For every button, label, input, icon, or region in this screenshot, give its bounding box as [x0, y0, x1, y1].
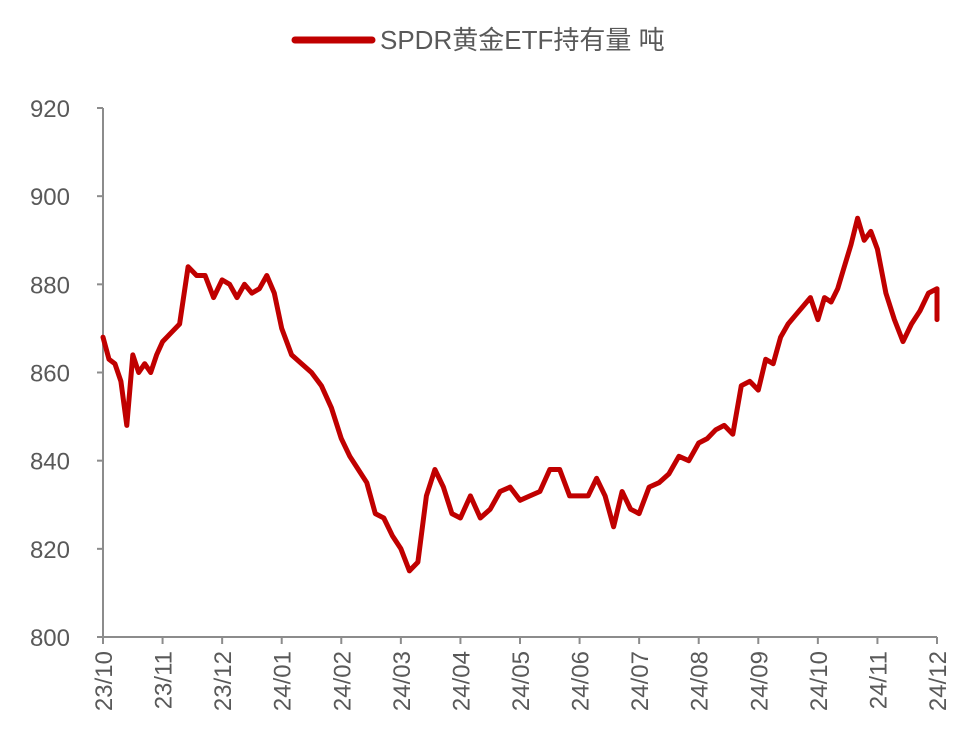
x-tick-label: 24/03: [389, 651, 416, 711]
y-tick-label: 920: [30, 96, 70, 123]
series-layer: [100, 215, 940, 574]
x-tick-label: 24/12: [925, 651, 952, 711]
y-axis: 800 820 840 860 880 900 920: [30, 96, 104, 652]
y-tick-label: 860: [30, 361, 70, 388]
x-tick-label: 24/09: [746, 651, 773, 711]
y-tick-label: 800: [30, 625, 70, 652]
x-tick-label: 24/08: [687, 651, 714, 711]
x-tick-label: 24/11: [865, 651, 892, 709]
x-tick-label: 24/02: [329, 651, 356, 711]
x-tick-label: 23/10: [91, 651, 118, 711]
y-tick-label: 880: [30, 272, 70, 299]
y-tick-label: 820: [30, 537, 70, 564]
x-tick-label: 24/07: [627, 651, 654, 711]
series-line: [100, 215, 940, 574]
x-tick-label: 24/04: [448, 651, 475, 711]
y-tick-label: 900: [30, 184, 70, 211]
x-axis: 23/10 23/11 23/12 24/01 24/02 24/03 24/04 24/05…: [91, 636, 952, 711]
legend: SPDR黄金ETF持有量 吨: [291, 25, 665, 55]
x-tick-label: 24/01: [270, 651, 297, 711]
x-tick-label: 24/05: [508, 651, 535, 711]
x-tick-label: 23/12: [210, 651, 237, 711]
x-tick-label: 24/10: [806, 651, 833, 711]
y-tick-label: 840: [30, 449, 70, 476]
legend-label: SPDR黄金ETF持有量 吨: [380, 25, 665, 55]
x-tick-label: 23/11: [151, 651, 178, 709]
x-tick-label: 24/06: [568, 651, 595, 711]
